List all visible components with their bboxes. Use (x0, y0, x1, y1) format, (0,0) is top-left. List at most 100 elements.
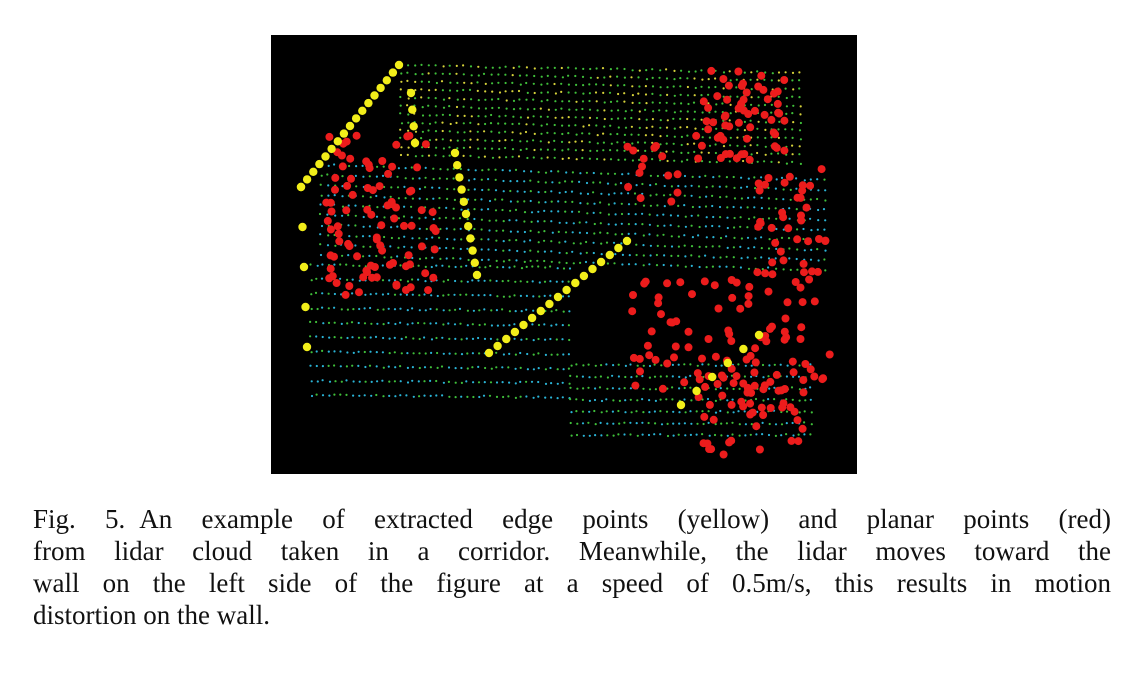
cloud-point (740, 197, 743, 200)
cloud-point (705, 216, 708, 219)
planar-point (325, 132, 334, 141)
cloud-point (354, 174, 357, 177)
cloud-point (575, 83, 578, 86)
cloud-point (418, 366, 421, 370)
cloud-point (487, 258, 490, 261)
cloud-point (495, 395, 499, 398)
cloud-point (406, 352, 409, 355)
cloud-point (466, 280, 469, 283)
cloud-point (592, 251, 595, 255)
cloud-point (789, 268, 792, 271)
cloud-point (653, 363, 656, 366)
cloud-point (489, 279, 492, 282)
cloud-point (712, 176, 715, 179)
planar-point (334, 229, 343, 238)
planar-point (729, 379, 738, 388)
cloud-point (802, 227, 805, 231)
cloud-point (382, 308, 385, 311)
cloud-point (512, 66, 515, 69)
cloud-point (767, 197, 770, 200)
cloud-point (618, 422, 621, 425)
cloud-point (607, 203, 610, 206)
cloud-point (537, 352, 540, 355)
cloud-point (679, 110, 682, 113)
cloud-point (388, 380, 391, 383)
cloud-point (786, 364, 789, 367)
cloud-point (743, 375, 746, 378)
planar-point (753, 268, 762, 277)
edge-point (545, 299, 554, 309)
cloud-point (556, 368, 559, 371)
cloud-point (490, 98, 494, 101)
cloud-point (575, 375, 578, 378)
cloud-point (490, 73, 493, 76)
cloud-point (374, 335, 378, 338)
cloud-point (524, 130, 528, 134)
cloud-point (546, 74, 549, 77)
planar-point (766, 404, 775, 412)
cloud-point (514, 353, 517, 356)
cloud-point (720, 422, 723, 425)
cloud-point (502, 324, 505, 327)
cloud-point (719, 236, 723, 240)
cloud-point (729, 79, 732, 82)
cloud-point (354, 244, 357, 247)
cloud-point (678, 411, 681, 414)
cloud-point (399, 136, 402, 139)
cloud-point (480, 228, 483, 231)
cloud-point (555, 323, 558, 326)
cloud-point (630, 376, 633, 379)
cloud-point (518, 74, 522, 77)
cloud-point (581, 156, 584, 160)
cloud-point (631, 101, 634, 104)
planar-point (353, 252, 362, 261)
cloud-point (544, 396, 547, 399)
cloud-point (497, 122, 500, 125)
cloud-point (520, 338, 523, 341)
planar-point (736, 102, 745, 111)
cloud-point (390, 236, 393, 240)
cloud-point (718, 245, 721, 248)
cloud-point (645, 126, 648, 129)
planar-point (384, 169, 393, 178)
cloud-point (484, 82, 487, 85)
cloud-point (532, 339, 535, 342)
cloud-point (686, 143, 689, 146)
cloud-point (477, 65, 480, 68)
planar-point (806, 181, 815, 190)
cloud-point (544, 171, 548, 174)
cloud-point (746, 226, 749, 229)
cloud-point (564, 200, 567, 203)
planar-point (704, 103, 713, 112)
cloud-point (406, 323, 409, 326)
cloud-point (414, 80, 417, 83)
cloud-point (423, 336, 426, 339)
cloud-point (555, 309, 558, 312)
cloud-point (635, 184, 638, 187)
cloud-point (565, 261, 568, 265)
cloud-point (784, 128, 787, 131)
planar-point (780, 146, 789, 155)
cloud-point (423, 366, 427, 369)
cloud-point (456, 147, 459, 150)
cloud-point (424, 352, 427, 355)
cloud-point (606, 422, 609, 425)
cloud-point (718, 175, 721, 178)
planar-point (667, 197, 676, 206)
cloud-point (579, 252, 582, 255)
cloud-point (689, 374, 692, 377)
cloud-point (523, 200, 526, 203)
cloud-point (444, 216, 448, 219)
cloud-point (817, 219, 820, 222)
cloud-point (588, 99, 591, 103)
cloud-point (382, 165, 385, 168)
cloud-point (463, 131, 466, 134)
cloud-point (495, 259, 498, 262)
cloud-point (467, 168, 470, 171)
cloud-point (706, 397, 710, 401)
cloud-point (412, 337, 415, 340)
cloud-point (567, 324, 570, 327)
cloud-point (754, 187, 757, 190)
cloud-point (575, 398, 578, 401)
cloud-point (567, 91, 570, 94)
